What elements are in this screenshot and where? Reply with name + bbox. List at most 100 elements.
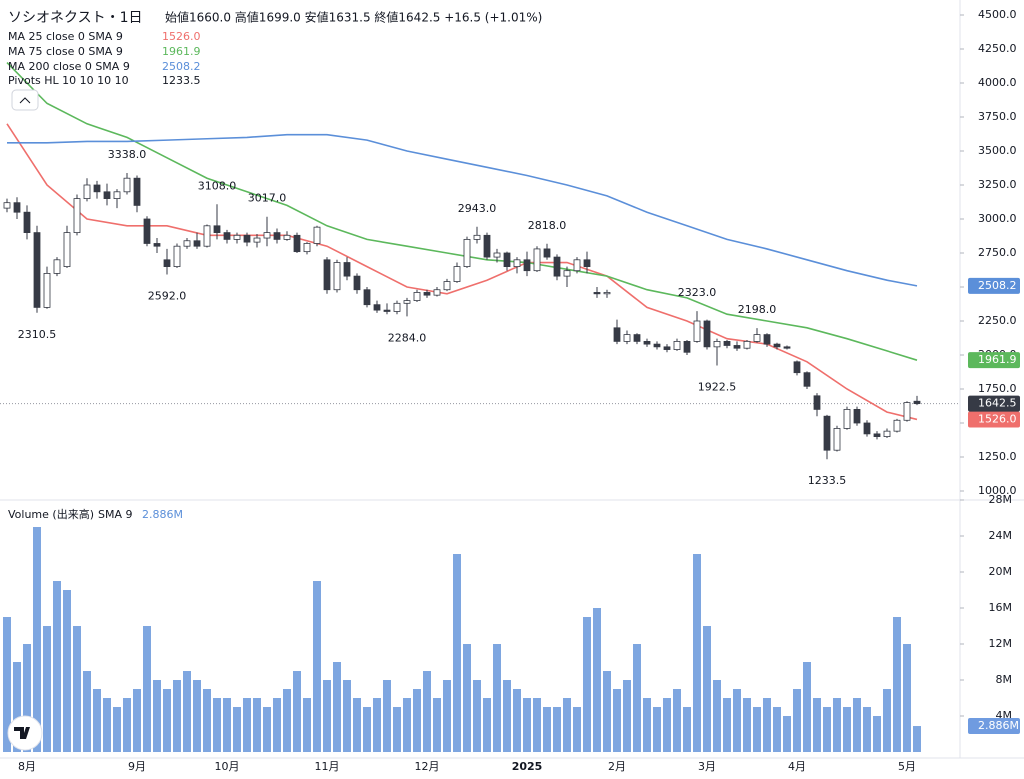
volume-bar — [253, 698, 261, 752]
x-tick-label: 12月 — [415, 760, 440, 773]
candle-body — [153, 243, 161, 247]
y-tick-label: 4000.0 — [978, 76, 1017, 89]
volume-bar — [843, 707, 851, 752]
y-tick-label: 2250.0 — [978, 314, 1017, 327]
price-badge — [968, 411, 1020, 428]
volume-bar — [683, 707, 691, 752]
candle-body — [453, 266, 461, 282]
candle-body — [553, 256, 561, 277]
volume-bar — [423, 671, 431, 752]
candle-body — [473, 234, 481, 240]
volume-tick-label: 8M — [996, 673, 1013, 686]
volume-bar — [303, 698, 311, 752]
volume-bar — [643, 698, 651, 752]
price-badge-label: 2508.2 — [978, 279, 1017, 292]
candle-body — [783, 346, 791, 349]
volume-bar — [473, 680, 481, 752]
volume-bar — [323, 680, 331, 752]
volume-bar — [553, 707, 561, 752]
pivots-name: Pivots HL 10 10 10 10 — [8, 74, 129, 87]
candle-body — [733, 345, 741, 349]
candle-body — [863, 422, 871, 435]
candle-body — [63, 232, 71, 268]
volume-bar — [23, 644, 31, 752]
last-price-badge-label: 1642.5 — [978, 397, 1017, 410]
volume-bar — [143, 626, 151, 752]
candle-body — [803, 372, 811, 387]
volume-bar — [293, 671, 301, 752]
y-tick-label: 1750.0 — [978, 382, 1017, 395]
candle-body — [483, 234, 491, 258]
volume-bar — [273, 698, 281, 752]
volume-bar — [613, 689, 621, 752]
candle-body — [633, 334, 641, 342]
volume-bar — [103, 698, 111, 752]
volume-bar — [353, 698, 361, 752]
pivot-label: 3338.0 — [108, 148, 147, 161]
volume-badge — [968, 718, 1020, 735]
x-tick-label: 8月 — [18, 760, 36, 773]
pivot-label: 2198.0 — [738, 303, 777, 316]
candle-body — [643, 340, 651, 345]
ma-legend-name: MA 75 close 0 SMA 9 — [8, 45, 123, 58]
pivot-label: 2310.5 — [18, 328, 57, 341]
volume-bar — [773, 707, 781, 752]
x-tick-label: 5月 — [898, 760, 916, 773]
candle-body — [693, 320, 701, 342]
candle-body — [223, 232, 231, 240]
candle-body — [363, 289, 371, 306]
volume-bar — [403, 698, 411, 752]
price-badge-label: 1526.0 — [978, 412, 1017, 425]
volume-bar — [833, 698, 841, 752]
candle-body — [263, 232, 271, 239]
candle-body — [123, 177, 131, 193]
candle-body — [433, 289, 441, 296]
volume-bar — [373, 698, 381, 752]
logo — [7, 715, 43, 751]
candle-body — [593, 292, 601, 295]
volume-bar — [13, 662, 21, 752]
candle-body — [533, 248, 541, 272]
ma-line — [7, 133, 918, 287]
candle-body — [213, 225, 221, 234]
candle-body — [173, 245, 181, 267]
volume-bar — [283, 689, 291, 752]
volume-bar — [263, 707, 271, 752]
volume-bar — [533, 698, 541, 752]
candle-body — [343, 262, 351, 277]
y-tick-label: 3500.0 — [978, 144, 1017, 157]
volume-bar — [743, 698, 751, 752]
volume-bar — [53, 581, 61, 752]
volume-bar — [73, 626, 81, 752]
pivot-label: 2592.0 — [148, 289, 187, 302]
volume-sma: SMA 9 — [98, 508, 133, 521]
volume-bar — [363, 707, 371, 752]
volume-tick-label: 28M — [989, 493, 1013, 506]
volume-bar — [813, 698, 821, 752]
ma-legend-name: MA 25 close 0 SMA 9 — [8, 30, 123, 43]
candle-body — [373, 304, 381, 311]
volume-bar — [413, 689, 421, 752]
volume-bar — [83, 671, 91, 752]
volume-bar — [153, 680, 161, 752]
candle-body — [853, 408, 861, 424]
pivot-label: 3017.0 — [248, 192, 287, 205]
collapse-button[interactable] — [11, 89, 39, 111]
candle-body — [143, 218, 151, 244]
volume-bar — [133, 689, 141, 752]
y-tick-label: 3250.0 — [978, 178, 1017, 191]
x-tick-label: 9月 — [128, 760, 146, 773]
candle-body — [183, 240, 191, 247]
y-tick-label: 3750.0 — [978, 110, 1017, 123]
price-badge-label: 1961.9 — [978, 353, 1017, 366]
candle-body — [413, 292, 421, 302]
candle-body — [463, 238, 471, 267]
y-tick-label: 1250.0 — [978, 450, 1017, 463]
x-tick-label: 10月 — [215, 760, 240, 773]
candle-body — [713, 340, 721, 348]
pivot-label: 2818.0 — [528, 219, 567, 232]
candle-body — [683, 340, 691, 353]
volume-bar — [763, 698, 771, 752]
candle-body — [663, 346, 671, 350]
